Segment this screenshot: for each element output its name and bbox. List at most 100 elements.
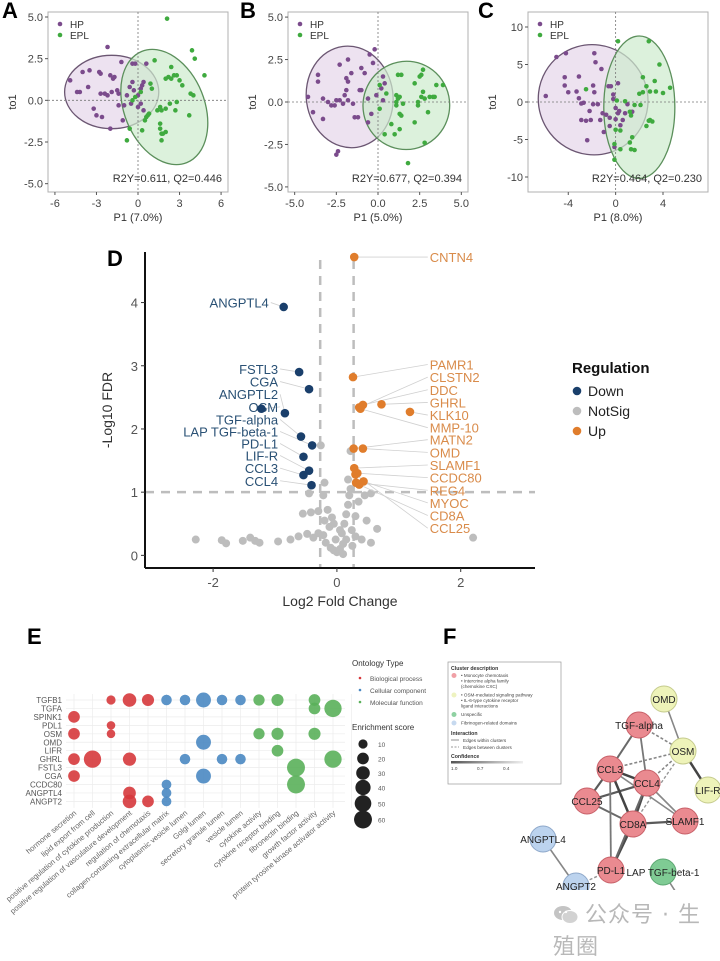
- legend-cluster-text: Fibrinogen-related domains: [461, 721, 518, 726]
- point-hp: [98, 71, 103, 76]
- point-notsig: [319, 491, 327, 499]
- y-tick-label: 0: [131, 548, 138, 563]
- point-epl: [169, 65, 174, 70]
- point-epl: [187, 113, 192, 118]
- go-enrichment-chart: TGFB1TGFASPINK1PDL1OSMOMDLIFRGHRLFSTL3CG…: [0, 650, 440, 940]
- enrichment-bubble: [161, 695, 172, 706]
- enrichment-bubble: [308, 728, 320, 740]
- point-up: [351, 470, 360, 479]
- point-epl: [377, 83, 382, 88]
- point-hp: [367, 52, 372, 57]
- legend-title-enrichment: Enrichment score: [352, 723, 415, 732]
- enrichment-bubble: [107, 730, 116, 739]
- point-down: [299, 452, 308, 461]
- point-hp: [87, 68, 92, 73]
- legend-confidence-tick: 0.4: [503, 766, 510, 771]
- point-down: [279, 303, 288, 312]
- point-notsig: [351, 512, 359, 520]
- y-axis-title: to1: [7, 94, 19, 109]
- x-tick-label: -2.5: [327, 198, 346, 210]
- point-hp: [611, 92, 616, 97]
- point-hp: [316, 73, 321, 78]
- point-hp: [618, 123, 623, 128]
- x-tick-label: 5.0: [454, 198, 469, 210]
- enrichment-bubble: [235, 754, 246, 765]
- y-tick-label: -2.5: [264, 139, 283, 151]
- point-down: [295, 368, 304, 377]
- gene-label-up: CCL25: [430, 521, 470, 536]
- legend-marker-hp: [58, 22, 63, 27]
- point-epl: [138, 90, 143, 95]
- legend-cluster-marker: [452, 712, 457, 717]
- network-node-label: CCL25: [571, 797, 603, 808]
- point-epl: [159, 108, 164, 113]
- point-hp: [356, 115, 361, 120]
- y-axis-title: to1: [247, 94, 259, 109]
- point-hp: [68, 78, 73, 83]
- point-hp: [607, 124, 612, 129]
- x-tick-label: -3: [92, 198, 102, 210]
- y-axis-title: to1: [487, 94, 499, 109]
- enrichment-bubble: [272, 745, 284, 757]
- point-epl: [661, 91, 666, 96]
- point-hp: [349, 71, 354, 76]
- enrichment-bubble: [217, 754, 228, 765]
- point-notsig: [286, 536, 294, 544]
- legend-label-epl: EPL: [550, 31, 569, 42]
- point-epl: [426, 110, 431, 115]
- y-tick-label: 0: [517, 97, 523, 109]
- point-epl: [127, 126, 132, 131]
- point-hp: [592, 90, 597, 95]
- point-notsig: [299, 510, 307, 518]
- point-hp: [359, 66, 364, 71]
- point-epl: [163, 106, 168, 111]
- enrichment-bubble: [253, 694, 264, 705]
- legend-label-down: Down: [588, 383, 624, 399]
- x-tick-label: 0: [613, 198, 619, 210]
- enrichment-bubble: [180, 754, 191, 765]
- point-hp: [109, 90, 114, 95]
- legend-confidence-tick: 0.7: [477, 766, 484, 771]
- point-notsig: [239, 537, 247, 545]
- point-epl: [169, 76, 174, 81]
- point-hp: [613, 106, 618, 111]
- point-hp: [342, 93, 347, 98]
- point-epl: [163, 130, 168, 135]
- point-down: [307, 481, 316, 490]
- point-hp: [344, 88, 349, 93]
- point-epl: [644, 84, 649, 89]
- enrichment-bubble: [309, 703, 321, 715]
- legend-size-label: 30: [378, 771, 386, 778]
- point-notsig: [319, 531, 327, 539]
- legend-marker-up: [573, 427, 582, 436]
- y-tick-label: 5.0: [268, 12, 283, 24]
- point-epl: [130, 98, 135, 103]
- enrichment-bubble: [180, 695, 191, 706]
- legend-title-ontology: Ontology Type: [352, 659, 404, 668]
- x-tick-label: 0: [333, 575, 340, 590]
- x-tick-label: 6: [218, 198, 224, 210]
- point-notsig: [342, 510, 350, 518]
- enrichment-bubble: [107, 721, 116, 730]
- legend-label-up: Up: [588, 423, 606, 439]
- point-epl: [190, 48, 195, 53]
- network-node-label: TGF-alpha: [615, 721, 663, 732]
- point-hp: [584, 118, 589, 123]
- y-tick-label: -10: [507, 172, 523, 184]
- point-epl: [618, 147, 623, 152]
- point-epl: [434, 83, 439, 88]
- point-hp: [554, 55, 559, 60]
- legend-marker-cc: [359, 689, 362, 692]
- label-leader-line: [381, 402, 427, 404]
- enrichment-bubble: [123, 693, 137, 707]
- point-hp: [337, 62, 342, 67]
- x-axis-title: Log2 Fold Change: [282, 593, 397, 609]
- point-epl: [646, 39, 651, 44]
- point-hp: [579, 118, 584, 123]
- legend-size-marker: [355, 795, 372, 812]
- x-tick-label: 0: [135, 198, 141, 210]
- enrichment-bubble: [162, 780, 172, 790]
- legend-interaction-within: Edges within clusters: [463, 738, 507, 743]
